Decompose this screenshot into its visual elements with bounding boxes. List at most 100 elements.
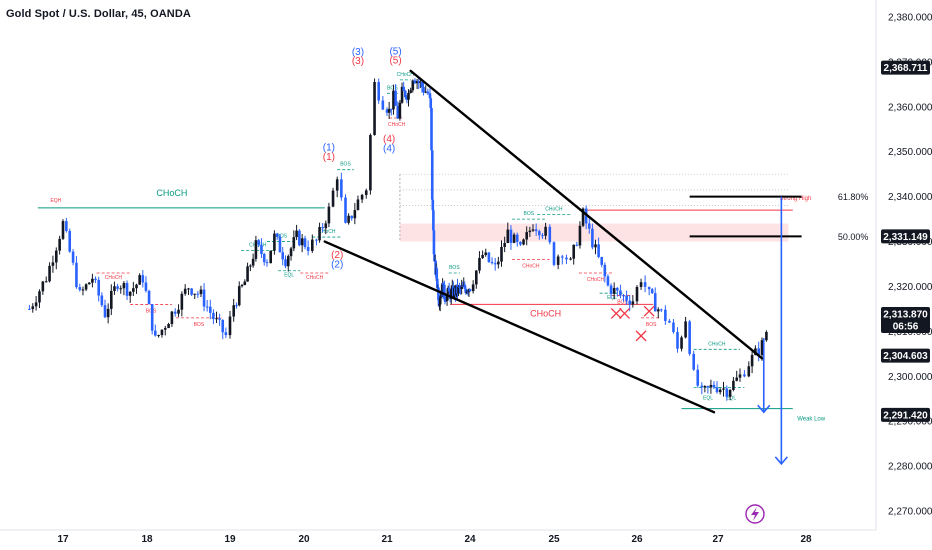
candle-body xyxy=(196,293,200,295)
candle-body xyxy=(147,290,151,305)
candle-body xyxy=(289,248,293,257)
candle-body xyxy=(541,235,544,237)
candle-body xyxy=(202,289,206,307)
time-axis[interactable]: 17 18 19 20 21 24 25 26 27 28 xyxy=(57,534,812,545)
structure-label: CHoCH xyxy=(708,341,726,347)
candle-body xyxy=(311,239,314,251)
structure-label: CHoCH xyxy=(397,72,415,78)
candle-body xyxy=(718,389,722,393)
candle-body xyxy=(672,322,675,333)
candle-body xyxy=(522,239,525,245)
candle-body xyxy=(81,289,85,291)
candle-body xyxy=(732,380,735,390)
candle-body xyxy=(509,229,513,243)
candle-body xyxy=(668,320,671,323)
trendline-layer[interactable] xyxy=(323,69,764,414)
candle-body xyxy=(431,199,435,211)
structure-label: BOS xyxy=(340,162,351,168)
candle-body xyxy=(680,337,683,349)
candle-body xyxy=(622,295,625,297)
candle-body xyxy=(503,243,506,247)
candle-body xyxy=(438,298,442,305)
structure-label: CHoCH xyxy=(545,207,563,213)
candle-body xyxy=(269,250,272,264)
candle-body xyxy=(444,300,448,302)
price-tag-fib50: 2,331.149 xyxy=(883,232,928,243)
candle-body xyxy=(449,289,453,299)
lightning-icon[interactable] xyxy=(745,504,765,524)
candle-body xyxy=(303,238,307,248)
wave-label: (4) xyxy=(383,134,395,145)
candle-body xyxy=(224,332,228,336)
candle-body xyxy=(430,108,433,151)
candle-body xyxy=(295,230,298,238)
candle-body xyxy=(715,387,719,393)
time-tick-label: 20 xyxy=(298,534,310,545)
candle-body xyxy=(315,239,318,241)
candle-body xyxy=(603,264,607,277)
candle-body xyxy=(735,377,738,381)
candle-body xyxy=(292,237,296,249)
candle-body xyxy=(364,190,368,195)
candle-body xyxy=(628,300,632,305)
candle-body xyxy=(235,305,238,307)
candle-body xyxy=(519,241,522,245)
candle-body xyxy=(193,293,197,295)
lower-trendline[interactable] xyxy=(323,240,716,414)
candle-body xyxy=(656,309,660,312)
candle-body xyxy=(435,268,439,279)
candle-body xyxy=(400,86,404,103)
chart-title: Gold Spot / U.S. Dollar, 45, OANDA xyxy=(6,8,191,20)
candle-body xyxy=(757,348,760,356)
candle-body xyxy=(609,285,613,294)
countdown-label: 06:56 xyxy=(893,321,919,332)
candle-body xyxy=(650,289,654,294)
candle-body xyxy=(647,286,651,290)
price-tick-label: 2,380.000 xyxy=(888,12,932,23)
candle-body xyxy=(221,319,225,333)
upper-trendline[interactable] xyxy=(409,69,764,360)
candle-body xyxy=(243,281,247,286)
structure-label: BOS xyxy=(194,322,205,328)
candle-body xyxy=(373,82,376,136)
candle-body xyxy=(321,227,324,229)
candle-body xyxy=(199,289,203,295)
candle-body xyxy=(183,288,187,294)
candle-body xyxy=(424,91,427,93)
weak-low-label: Weak Low xyxy=(797,417,826,423)
price-axis[interactable]: 2,380.0002,370.0002,360.0002,350.0002,34… xyxy=(888,12,932,517)
candle-body xyxy=(447,287,451,292)
candle-body xyxy=(91,278,94,283)
candle-body xyxy=(631,301,635,305)
candle-body xyxy=(436,278,439,288)
time-tick-label: 26 xyxy=(631,534,643,545)
strong-high-label: Strong High xyxy=(780,196,812,202)
eqh-label: EQH xyxy=(50,198,61,204)
candle-body xyxy=(173,311,177,314)
candle-body xyxy=(340,179,343,198)
time-tick-label: 25 xyxy=(548,534,560,545)
price-tag-box xyxy=(881,407,930,422)
candle-body xyxy=(144,282,148,291)
candle-body xyxy=(528,230,532,233)
candle-body xyxy=(419,81,422,83)
candle-body xyxy=(738,374,742,378)
candle-body xyxy=(254,240,258,259)
candle-body xyxy=(387,108,391,113)
candle-body xyxy=(597,244,600,257)
candle-body xyxy=(538,231,541,236)
structure-label: BOS xyxy=(277,234,288,240)
candle-body xyxy=(606,276,610,286)
candle-body xyxy=(684,321,687,338)
candle-body xyxy=(464,288,468,294)
candle-body xyxy=(44,281,48,283)
candle-body xyxy=(41,281,45,292)
fib-level-label: 50.00% xyxy=(838,232,869,242)
price-tag-box xyxy=(881,60,930,75)
candle-body xyxy=(228,316,232,336)
candle-body xyxy=(58,238,61,251)
candle-body xyxy=(257,240,260,245)
candle-body xyxy=(405,96,409,100)
